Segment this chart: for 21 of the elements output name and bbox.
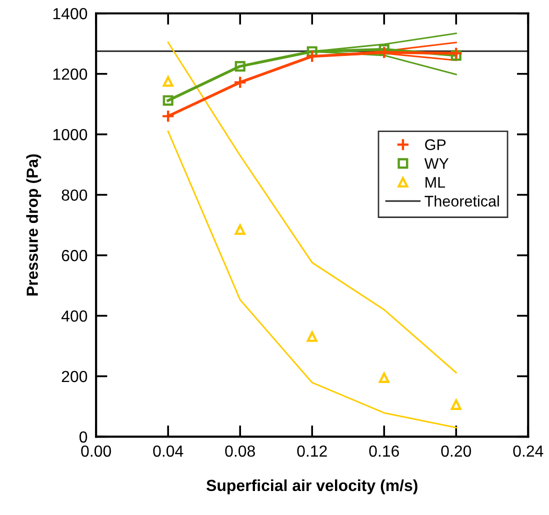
y-tick-label: 0 bbox=[79, 431, 88, 443]
legend-label: GP bbox=[425, 139, 446, 150]
legend-label: WY bbox=[424, 158, 449, 169]
x-axis-title: Superficial air velocity (m/s) bbox=[206, 479, 418, 494]
x-tick-label: 0.00 bbox=[81, 445, 111, 457]
y-tick-label: 1000 bbox=[53, 128, 88, 140]
x-tick-label: 0.24 bbox=[513, 445, 544, 457]
y-tick-label: 800 bbox=[62, 189, 88, 201]
legend-label: ML bbox=[426, 177, 446, 188]
y-axis-title: Pressure drop (Pa) bbox=[26, 154, 42, 296]
x-tick-label: 0.20 bbox=[441, 445, 472, 457]
y-tick-label: 1400 bbox=[53, 8, 88, 20]
y-tick-label: 1200 bbox=[53, 68, 88, 80]
x-tick-label: 0.08 bbox=[225, 445, 255, 457]
x-tick-label: 0.04 bbox=[153, 445, 184, 457]
x-tick-label: 0.12 bbox=[297, 445, 327, 457]
legend-label: Theoretical bbox=[424, 195, 499, 207]
y-tick-label: 200 bbox=[62, 370, 88, 382]
y-tick-label: 600 bbox=[62, 250, 88, 262]
x-tick-label: 0.16 bbox=[369, 445, 399, 457]
y-tick-label: 400 bbox=[61, 310, 88, 322]
